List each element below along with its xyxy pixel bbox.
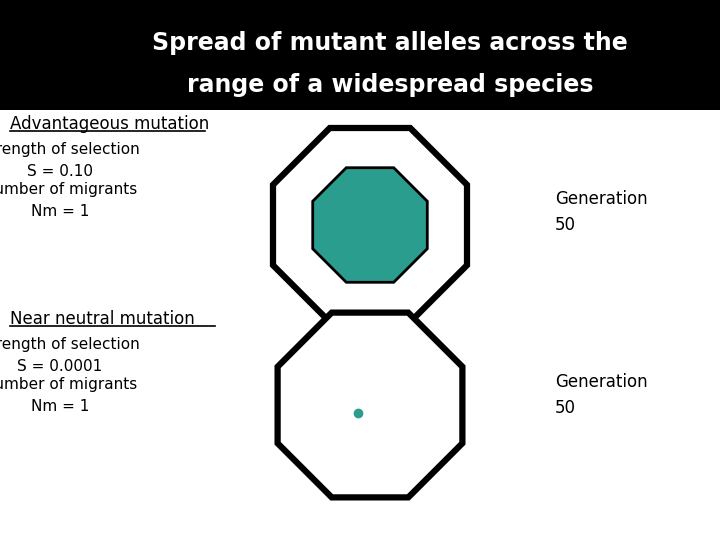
Text: Strength of selection
S = 0.10: Strength of selection S = 0.10 — [0, 142, 140, 179]
Text: Strength of selection
S = 0.0001: Strength of selection S = 0.0001 — [0, 337, 140, 374]
Bar — [0, 0, 720, 110]
Polygon shape — [273, 128, 467, 322]
Text: Number of migrants
Nm = 1: Number of migrants Nm = 1 — [0, 377, 137, 414]
Text: Generation
50: Generation 50 — [555, 190, 647, 234]
Polygon shape — [312, 168, 427, 282]
Text: Number of migrants
Nm = 1: Number of migrants Nm = 1 — [0, 182, 137, 219]
Text: Near neutral mutation: Near neutral mutation — [10, 310, 194, 328]
Polygon shape — [278, 313, 462, 497]
Text: Spread of mutant alleles across the: Spread of mutant alleles across the — [152, 31, 628, 55]
Text: Advantageous mutation: Advantageous mutation — [10, 115, 210, 133]
Text: Generation
50: Generation 50 — [555, 373, 647, 417]
Text: range of a widespread species: range of a widespread species — [186, 73, 593, 97]
